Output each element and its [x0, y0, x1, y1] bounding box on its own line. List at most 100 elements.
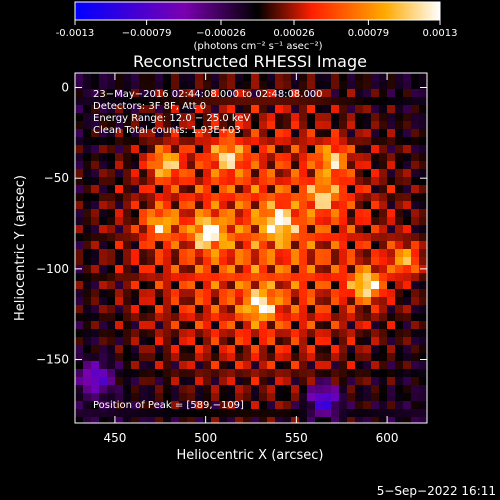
heatmap-cell: [163, 249, 171, 257]
heatmap-cell: [395, 81, 403, 89]
heatmap-cell: [299, 201, 307, 209]
heatmap-cell: [371, 153, 379, 161]
heatmap-cell: [123, 97, 131, 105]
heatmap-cell: [187, 313, 195, 321]
heatmap-cell: [187, 257, 195, 265]
heatmap-cell: [83, 105, 91, 113]
heatmap-cell: [299, 329, 307, 337]
heatmap-cell: [219, 377, 227, 385]
heatmap-cell: [171, 321, 179, 329]
heatmap-cell: [339, 81, 347, 89]
heatmap-cell: [163, 345, 171, 353]
heatmap-cell: [123, 353, 131, 361]
heatmap-cell: [323, 417, 331, 423]
heatmap-cell: [75, 129, 83, 137]
heatmap-cell: [235, 369, 243, 377]
heatmap-cell: [291, 321, 299, 329]
heatmap-cell: [187, 321, 195, 329]
heatmap-cell: [139, 233, 147, 241]
heatmap-cell: [91, 121, 99, 129]
heatmap-cell: [115, 153, 123, 161]
heatmap-cell: [275, 113, 283, 121]
heatmap-cell: [363, 281, 371, 289]
heatmap-cell: [179, 201, 187, 209]
heatmap-cell: [307, 281, 315, 289]
heatmap-cell: [379, 305, 387, 313]
heatmap-cell: [251, 249, 259, 257]
heatmap-cell: [299, 409, 307, 417]
heatmap-cell: [235, 201, 243, 209]
heatmap-cell: [299, 129, 307, 137]
heatmap-cell: [187, 121, 195, 129]
heatmap-cell: [147, 73, 155, 81]
heatmap-cell: [107, 97, 115, 105]
heatmap-cell: [355, 89, 363, 97]
heatmap-cell: [363, 161, 371, 169]
heatmap-cell: [275, 273, 283, 281]
heatmap-cell: [371, 409, 379, 417]
heatmap-cell: [219, 369, 227, 377]
heatmap-cell: [387, 337, 395, 345]
heatmap-cell: [179, 113, 187, 121]
heatmap-cell: [379, 297, 387, 305]
heatmap-cell: [147, 201, 155, 209]
heatmap-cell: [307, 289, 315, 297]
heatmap-cell: [163, 185, 171, 193]
heatmap-cell: [267, 145, 275, 153]
heatmap-cell: [243, 289, 251, 297]
heatmap-cell: [307, 337, 315, 345]
heatmap-cell: [139, 185, 147, 193]
heatmap-cell: [363, 401, 371, 409]
heatmap-cell: [363, 337, 371, 345]
heatmap-cell: [187, 281, 195, 289]
heatmap-cell: [107, 169, 115, 177]
heatmap-cell: [355, 233, 363, 241]
heatmap-cell: [99, 169, 107, 177]
heatmap-cell: [211, 129, 219, 137]
heatmap-cell: [115, 73, 123, 81]
heatmap-cell: [275, 409, 283, 417]
heatmap-cell: [331, 305, 339, 313]
heatmap-cell: [363, 377, 371, 385]
heatmap-cell: [299, 89, 307, 97]
heatmap-cell: [155, 137, 163, 145]
heatmap-cell: [107, 321, 115, 329]
heatmap-cell: [163, 97, 171, 105]
heatmap-cell: [187, 329, 195, 337]
heatmap-cell: [99, 345, 107, 353]
heatmap-cell: [267, 281, 275, 289]
heatmap-cell: [75, 353, 83, 361]
heatmap-cell: [307, 393, 315, 401]
heatmap-cell: [403, 337, 411, 345]
heatmap-cell: [323, 353, 331, 361]
heatmap-cell: [187, 377, 195, 385]
heatmap-cell: [403, 161, 411, 169]
heatmap-cell: [195, 385, 203, 393]
heatmap-cell: [387, 321, 395, 329]
heatmap-cell: [379, 73, 387, 81]
heatmap-cell: [323, 369, 331, 377]
heatmap-cell: [147, 217, 155, 225]
heatmap-cell: [179, 369, 187, 377]
heatmap-cell: [267, 217, 275, 225]
heatmap-cell: [187, 153, 195, 161]
heatmap-cell: [75, 225, 83, 233]
heatmap-cell: [347, 369, 355, 377]
heatmap-cell: [235, 329, 243, 337]
heatmap-cell: [171, 241, 179, 249]
heatmap-cell: [275, 129, 283, 137]
heatmap-cell: [155, 289, 163, 297]
heatmap-cell: [403, 185, 411, 193]
heatmap-cell: [115, 313, 123, 321]
heatmap-cell: [195, 73, 203, 81]
heatmap-cell: [379, 353, 387, 361]
heatmap-cell: [203, 217, 211, 225]
heatmap-cell: [219, 305, 227, 313]
heatmap-cell: [139, 297, 147, 305]
heatmap-cell: [131, 361, 139, 369]
heatmap-cell: [131, 345, 139, 353]
heatmap-cell: [107, 121, 115, 129]
heatmap-cell: [387, 361, 395, 369]
heatmap-cell: [203, 385, 211, 393]
heatmap-cell: [275, 385, 283, 393]
